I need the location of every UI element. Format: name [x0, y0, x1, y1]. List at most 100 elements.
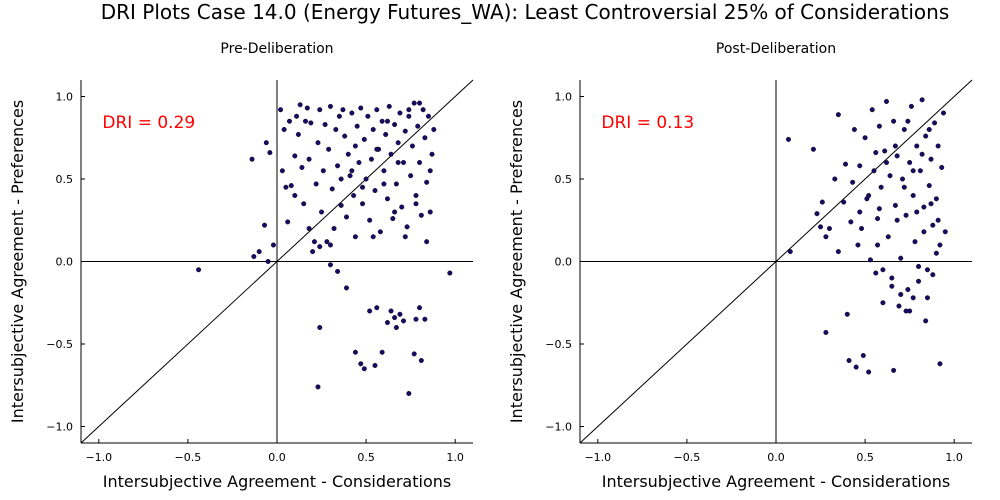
x-axis-label: Intersubjective Agreement - Consideratio…: [103, 472, 451, 491]
scatter-point: [411, 100, 417, 106]
scatter-point: [299, 164, 305, 170]
y-axis-label: Intersubjective Agreement - Preferences: [507, 100, 526, 423]
scatter-point: [873, 150, 879, 156]
scatter-point: [315, 384, 321, 390]
scatter-point: [383, 131, 389, 137]
scatter-point: [876, 206, 882, 212]
scatter-point: [281, 126, 287, 132]
scatter-point: [315, 140, 321, 146]
scatter-point: [390, 216, 396, 222]
panel-title: Post-Deliberation: [716, 41, 836, 57]
scatter-point: [901, 126, 907, 132]
scatter-point: [896, 303, 902, 309]
scatter-point: [270, 242, 276, 248]
scatter-point: [361, 366, 367, 372]
scatter-point: [384, 196, 390, 202]
scatter-point: [905, 287, 911, 293]
scatter-point: [411, 351, 417, 357]
scatter-point: [352, 349, 358, 355]
scatter-point: [413, 316, 419, 322]
scatter-point: [340, 107, 346, 113]
scatter-point: [891, 367, 897, 373]
scatter-point: [381, 168, 387, 174]
scatter-point: [883, 159, 889, 165]
x-tick-label: −1.0: [85, 451, 112, 464]
scatter-point: [402, 234, 408, 240]
scatter-point: [903, 308, 909, 314]
scatter-point: [392, 315, 398, 321]
scatter-point: [835, 112, 841, 118]
scatter-point: [292, 153, 298, 159]
scatter-point: [885, 234, 891, 240]
scatter-point: [875, 242, 881, 248]
scatter-point: [921, 204, 927, 210]
scatter-point: [924, 267, 930, 273]
scatter-point: [303, 118, 309, 124]
scatter-point: [882, 148, 888, 154]
scatter-point: [880, 267, 886, 273]
scatter-point: [933, 196, 939, 202]
scatter-point: [265, 259, 271, 265]
scatter-point: [365, 113, 371, 119]
scatter-point: [871, 168, 877, 174]
scatter-point: [930, 272, 936, 278]
scatter-point: [844, 311, 850, 317]
scatter-point: [855, 242, 861, 248]
scatter-point: [903, 212, 909, 218]
scatter-point: [317, 325, 323, 331]
scatter-point: [377, 229, 383, 235]
scatter-point: [331, 225, 337, 231]
y-tick-label: 0.5: [56, 173, 74, 186]
scatter-point: [196, 267, 202, 273]
scatter-point: [349, 168, 355, 174]
scatter-point: [424, 179, 430, 185]
scatter-point: [935, 217, 941, 223]
scatter-point: [374, 146, 380, 152]
scatter-point: [386, 103, 392, 109]
scatter-point: [850, 179, 856, 185]
scatter-point: [374, 305, 380, 311]
scatter-point: [873, 270, 879, 276]
scatter-point: [352, 143, 358, 149]
scatter-point: [345, 151, 351, 157]
scatter-point: [926, 183, 932, 189]
scatter-point: [352, 234, 358, 240]
scatter-point: [406, 391, 412, 397]
scatter-point: [324, 239, 330, 245]
scatter-point: [263, 140, 269, 146]
x-tick-label: −0.5: [175, 451, 202, 464]
scatter-point: [422, 135, 428, 141]
scatter-point: [306, 225, 312, 231]
scatter-point: [942, 229, 948, 235]
scatter-point: [288, 183, 294, 189]
x-tick-label: 0.0: [767, 451, 785, 464]
scatter-point: [304, 105, 310, 111]
scatter-point: [919, 97, 925, 103]
scatter-point: [256, 249, 262, 255]
dri-annotation: DRI = 0.29: [102, 113, 195, 133]
diagonal-reference-line: [579, 79, 973, 444]
scatter-point: [343, 285, 349, 291]
scatter-point: [395, 159, 401, 165]
scatter-point: [819, 199, 825, 205]
scatter-point: [898, 292, 904, 298]
scatter-point: [278, 107, 284, 113]
scatter-point: [317, 107, 323, 113]
scatter-point: [358, 361, 364, 367]
scatter-point: [447, 270, 453, 276]
scatter-point: [395, 140, 401, 146]
scatter-point: [892, 143, 898, 149]
scatter-point: [835, 249, 841, 255]
scatter-point: [283, 184, 289, 190]
scatter-point: [894, 153, 900, 159]
scatter-point: [327, 242, 333, 248]
y-tick-label: −0.5: [46, 338, 73, 351]
scatter-point: [919, 151, 925, 157]
scatter-point: [343, 214, 349, 220]
scatter-point: [370, 126, 376, 132]
scatter-point: [413, 201, 419, 207]
scatter-point: [417, 305, 423, 311]
scatter-point: [910, 295, 916, 301]
scatter-point: [327, 103, 333, 109]
